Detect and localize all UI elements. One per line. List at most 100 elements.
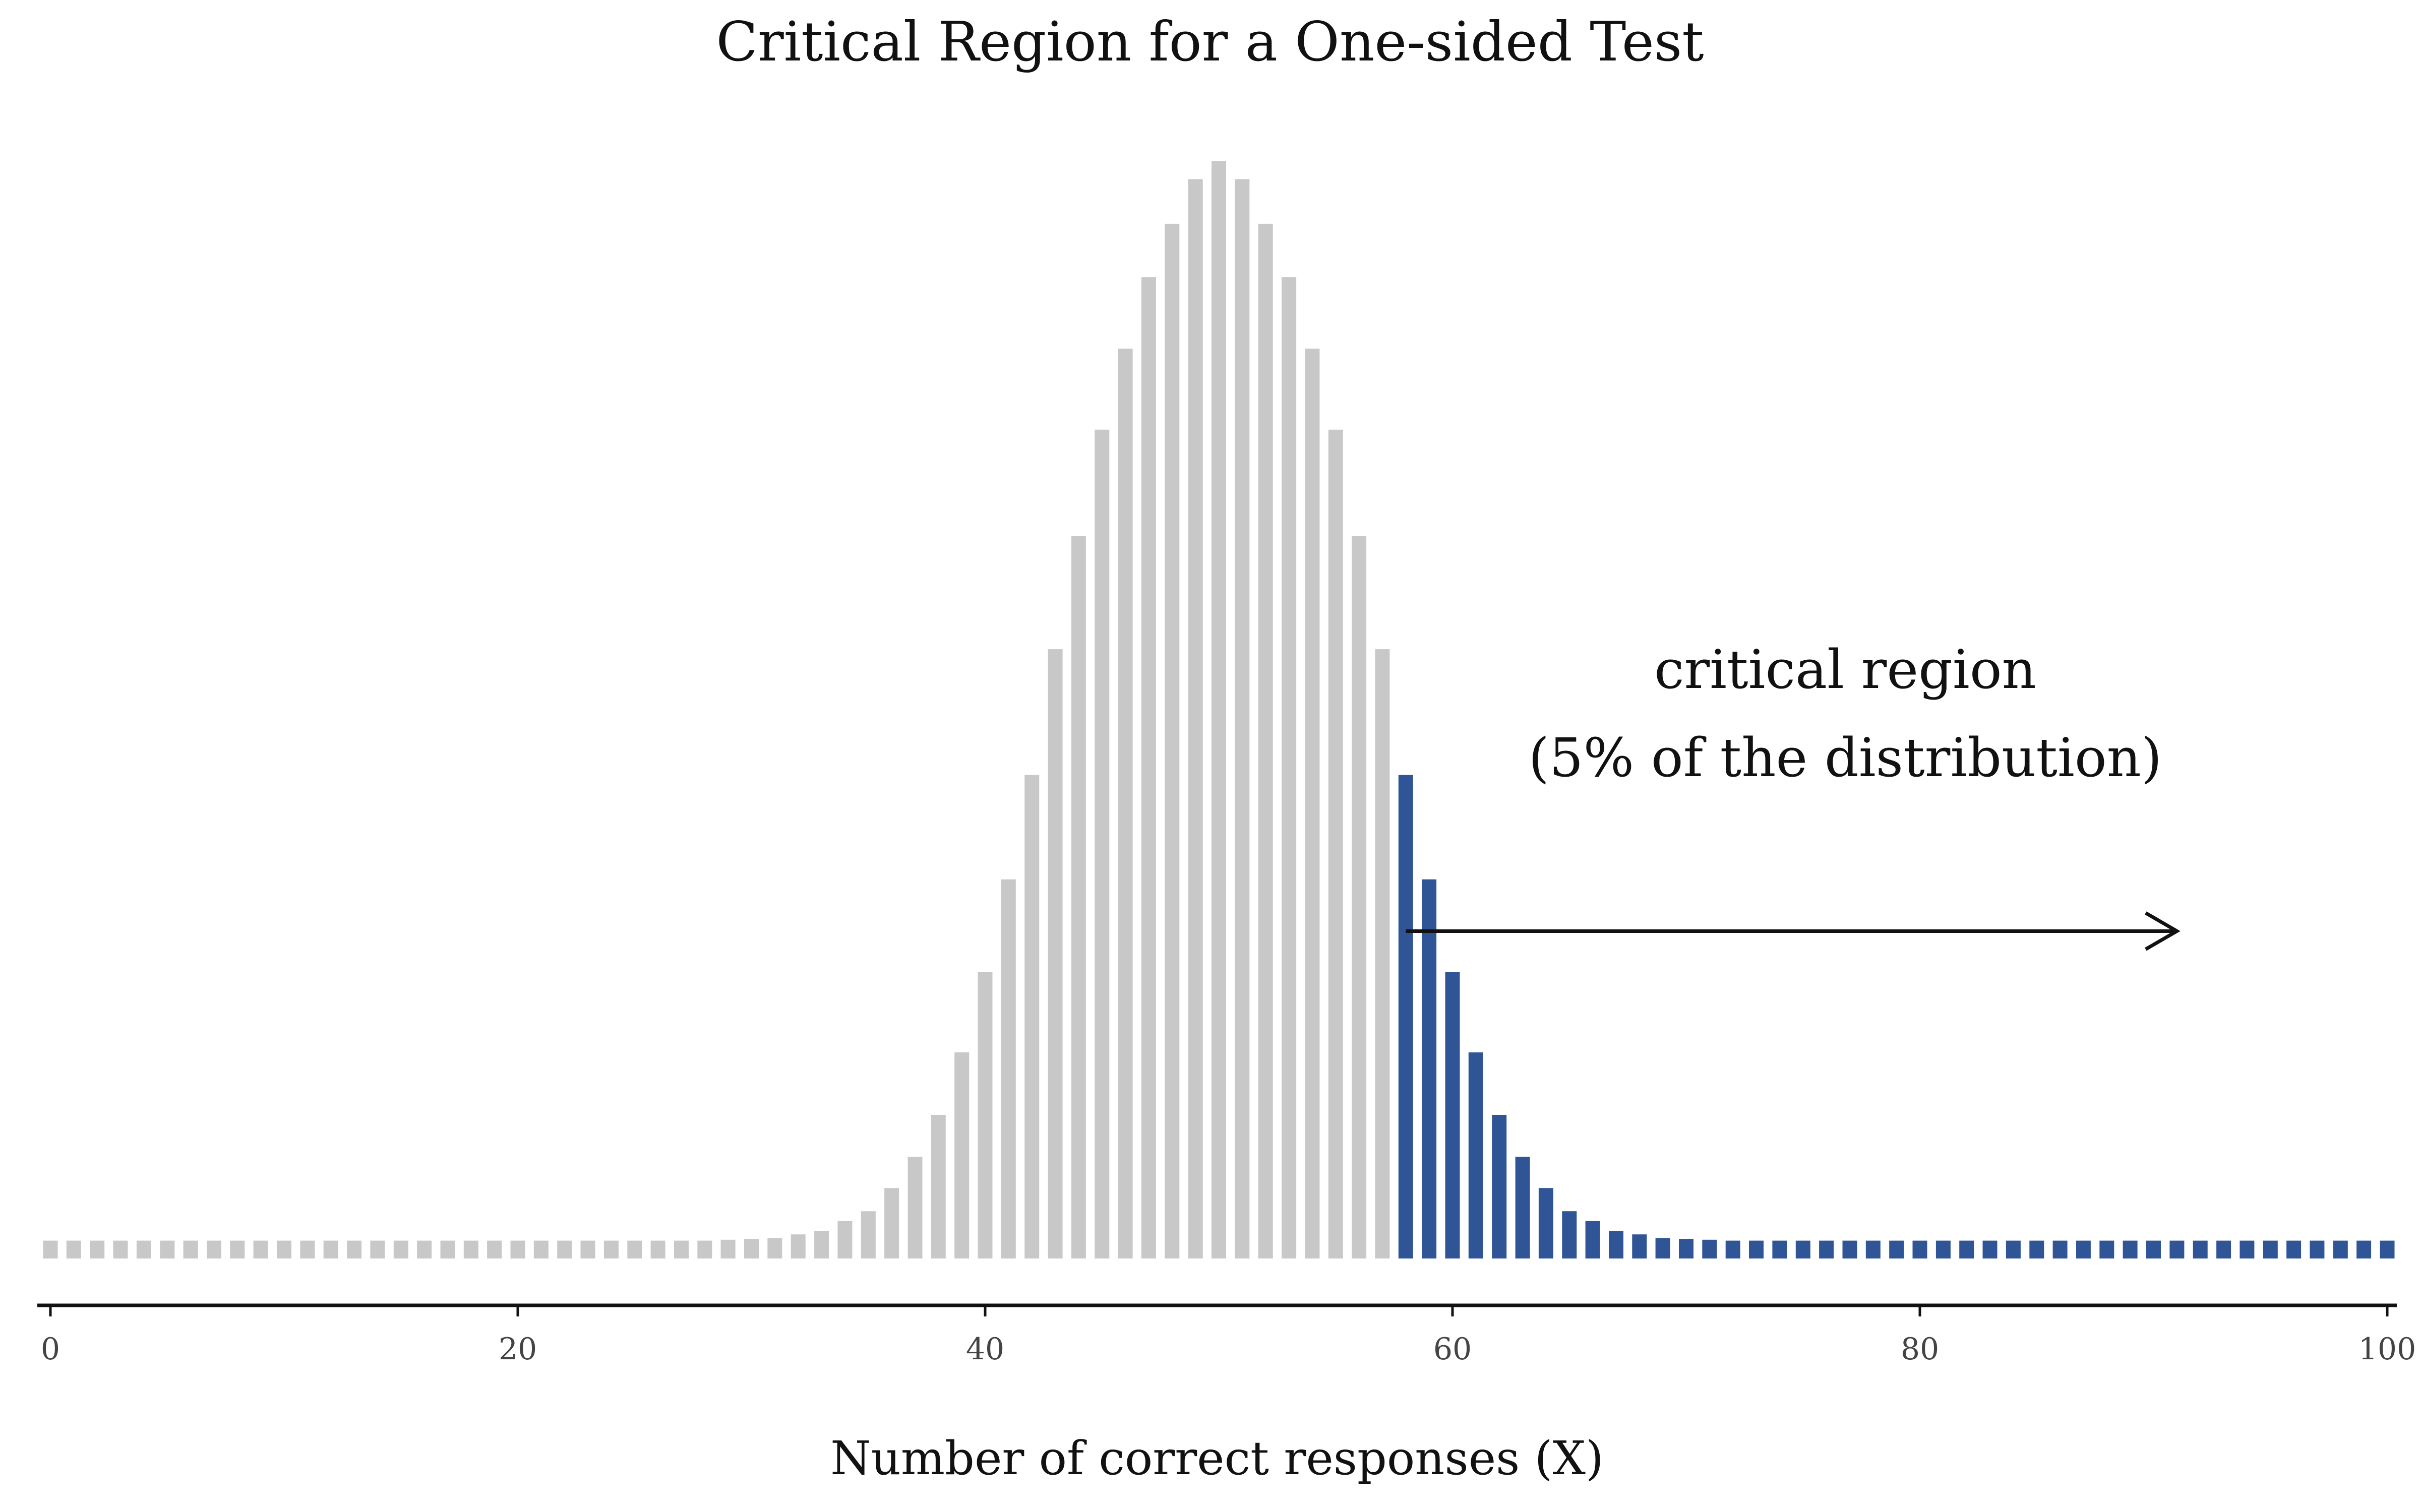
x-axis-label: Number of correct responses (X) <box>830 1431 1604 1485</box>
bar-37 <box>908 1157 923 1258</box>
bar-36 <box>884 1188 899 1258</box>
critical-bar-87 <box>2076 1240 2091 1258</box>
critical-bar-65 <box>1562 1211 1577 1258</box>
critical-bar-86 <box>2052 1240 2068 1258</box>
bar-56 <box>1352 536 1367 1258</box>
critical-bar-59 <box>1422 879 1437 1258</box>
bar-45 <box>1095 429 1110 1259</box>
critical-bar-77 <box>1842 1240 1857 1258</box>
bar-2 <box>90 1240 105 1258</box>
critical-bar-79 <box>1889 1240 1904 1258</box>
bar-32 <box>791 1234 806 1258</box>
critical-bar-76 <box>1819 1240 1834 1258</box>
critical-bar-58 <box>1398 775 1413 1258</box>
critical-bar-60 <box>1445 972 1460 1258</box>
critical-bar-84 <box>2006 1240 2021 1258</box>
critical-bar-88 <box>2099 1240 2114 1258</box>
x-tick-label-20: 20 <box>499 1332 537 1367</box>
bar-9 <box>253 1240 268 1258</box>
bar-46 <box>1118 348 1133 1259</box>
bar-20 <box>510 1240 525 1258</box>
bar-24 <box>603 1240 619 1258</box>
critical-bar-96 <box>2286 1240 2302 1258</box>
critical-bar-68 <box>1632 1234 1647 1258</box>
bar-35 <box>861 1211 876 1258</box>
x-tick-label-100: 100 <box>2358 1332 2416 1367</box>
bar-26 <box>650 1240 666 1258</box>
bar-12 <box>323 1240 338 1258</box>
critical-bar-95 <box>2263 1240 2278 1258</box>
bar-40 <box>978 972 993 1258</box>
critical-bar-91 <box>2169 1240 2185 1258</box>
bar-44 <box>1071 536 1086 1258</box>
critical-bar-72 <box>1725 1240 1740 1258</box>
critical-bar-74 <box>1772 1240 1787 1258</box>
x-ticks-group: 0 20 40 60 80 100 <box>41 1305 2416 1367</box>
bar-49 <box>1188 179 1203 1259</box>
bar-52 <box>1258 223 1273 1259</box>
bar-48 <box>1165 223 1180 1259</box>
bar-29 <box>720 1239 736 1258</box>
critical-bar-94 <box>2240 1240 2255 1258</box>
bar-27 <box>674 1240 689 1258</box>
bar-19 <box>487 1240 502 1258</box>
critical-bar-99 <box>2356 1240 2372 1258</box>
critical-bar-62 <box>1492 1115 1507 1258</box>
critical-bar-64 <box>1538 1188 1553 1258</box>
bar-8 <box>230 1240 245 1258</box>
bar-7 <box>207 1240 221 1258</box>
bar-33 <box>814 1231 829 1258</box>
bar-30 <box>744 1239 759 1258</box>
critical-bar-92 <box>2193 1240 2208 1258</box>
bar-10 <box>277 1240 291 1258</box>
critical-bar-81 <box>1935 1240 1951 1258</box>
bar-11 <box>300 1240 315 1258</box>
critical-bar-69 <box>1655 1238 1670 1258</box>
bar-41 <box>1001 879 1016 1258</box>
critical-bar-100 <box>2380 1240 2395 1258</box>
bar-18 <box>463 1240 478 1258</box>
bar-55 <box>1328 429 1343 1259</box>
critical-bar-61 <box>1468 1052 1483 1258</box>
x-tick-label-40: 40 <box>966 1332 1004 1367</box>
critical-bar-93 <box>2216 1240 2231 1258</box>
bars-group <box>43 161 2395 1259</box>
critical-bar-82 <box>1959 1240 1974 1258</box>
critical-bar-89 <box>2123 1240 2138 1258</box>
critical-bar-85 <box>2029 1240 2044 1258</box>
bar-15 <box>393 1240 408 1258</box>
bar-5 <box>160 1240 175 1258</box>
bar-1 <box>66 1240 81 1258</box>
bar-0 <box>43 1240 58 1258</box>
bar-47 <box>1141 277 1156 1258</box>
x-tick-label-0: 0 <box>41 1332 60 1367</box>
critical-bar-83 <box>1982 1240 1998 1258</box>
bar-16 <box>417 1240 432 1258</box>
bar-23 <box>580 1240 595 1258</box>
critical-bar-70 <box>1679 1239 1693 1258</box>
bar-21 <box>533 1240 549 1258</box>
arrow-head <box>2145 911 2181 951</box>
bar-51 <box>1235 179 1250 1259</box>
critical-bar-98 <box>2333 1240 2348 1258</box>
bar-50 <box>1212 161 1226 1258</box>
bar-57 <box>1375 649 1390 1258</box>
x-tick-label-80: 80 <box>1901 1332 1939 1367</box>
x-tick-label-60: 60 <box>1433 1332 1472 1367</box>
critical-bar-66 <box>1585 1221 1600 1258</box>
bar-13 <box>347 1240 362 1258</box>
annotation-line-2: (5% of the distribution) <box>1529 727 2162 789</box>
bar-28 <box>697 1240 712 1258</box>
critical-bar-75 <box>1795 1240 1810 1258</box>
bar-6 <box>183 1240 198 1258</box>
critical-bar-80 <box>1912 1240 1927 1258</box>
bar-4 <box>136 1240 151 1258</box>
bar-43 <box>1048 649 1063 1258</box>
critical-bar-78 <box>1865 1240 1881 1258</box>
critical-bar-90 <box>2146 1240 2161 1258</box>
chart-title: Critical Region for a One-sided Test <box>716 11 1704 74</box>
bar-25 <box>627 1240 642 1258</box>
bar-38 <box>931 1115 946 1258</box>
